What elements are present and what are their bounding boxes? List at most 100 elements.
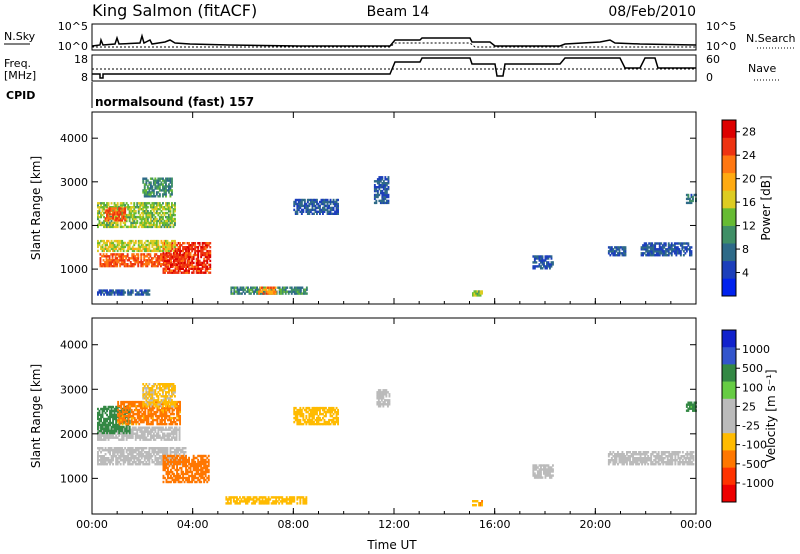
echo-cell-1 <box>139 436 142 439</box>
echo-cell-1 <box>160 438 163 441</box>
echo-cell-2 <box>139 249 142 253</box>
echo-cell-2 <box>170 480 172 484</box>
echo-cell-10 <box>373 195 376 199</box>
echo-cell-7 <box>328 408 330 412</box>
echo-cell-1 <box>165 265 168 268</box>
echo-cell-5 <box>172 391 175 394</box>
echo-cell-0 <box>110 261 112 264</box>
echo-cell-1 <box>189 246 192 249</box>
echo-cell-2 <box>101 239 104 243</box>
echo-cell-5 <box>145 389 148 392</box>
echo-cell-5 <box>142 401 145 404</box>
echo-cell-1 <box>162 428 164 431</box>
echo-cell-4 <box>130 420 133 424</box>
echo-cell-14 <box>649 244 652 247</box>
echo-cell-1 <box>188 242 190 245</box>
echo-cell-4 <box>107 217 110 220</box>
echo-cell-4 <box>120 412 123 416</box>
echo-cell-7 <box>313 406 315 410</box>
echo-cell-1 <box>131 436 134 439</box>
echo-cell-2 <box>155 239 158 243</box>
power-y-axis-label: Slant Range [km] <box>29 156 43 260</box>
echo-cell-4 <box>148 406 151 410</box>
echo-cell-10 <box>552 468 554 471</box>
echo-cell-2 <box>101 247 104 251</box>
echo-cell-1 <box>171 242 174 245</box>
echo-cell-2 <box>166 243 169 247</box>
echo-cell-1 <box>167 271 169 274</box>
echo-cell-4 <box>161 418 163 422</box>
echo-cell-14 <box>673 242 676 245</box>
echo-cell-4 <box>142 412 145 416</box>
echo-cell-7 <box>300 412 303 416</box>
echo-cell-2 <box>121 247 124 251</box>
echo-cell-1 <box>167 263 169 266</box>
echo-cell-0 <box>150 264 153 268</box>
echo-cell-13 <box>617 246 619 249</box>
echo-cell-14 <box>654 250 657 253</box>
echo-cell-0 <box>130 453 133 456</box>
echo-cell-0 <box>146 453 149 456</box>
echo-cell-6 <box>226 498 229 501</box>
echo-cell-1 <box>182 265 184 268</box>
echo-cell-14 <box>646 250 649 253</box>
echo-cell-10 <box>373 189 376 193</box>
echo-cell-7 <box>323 414 326 418</box>
echo-cell-5 <box>151 385 154 388</box>
echo-cell-2 <box>162 480 165 484</box>
echo-cell-0 <box>122 453 125 456</box>
nsky-label: N.Sky <box>4 30 36 43</box>
echo-cell-1 <box>194 247 197 251</box>
echo-cell-1 <box>179 265 181 268</box>
echo-cell-4 <box>121 408 124 412</box>
echo-cell-7 <box>304 288 307 291</box>
echo-cell-0 <box>118 449 121 452</box>
echo-cell-5 <box>166 397 169 400</box>
echo-cell-4 <box>106 213 108 216</box>
echo-cell-8 <box>271 290 274 293</box>
echo-cell-2 <box>131 247 134 251</box>
echo-cell-6 <box>228 502 231 505</box>
echo-cell-1 <box>98 438 101 441</box>
echo-cell-12 <box>532 265 535 268</box>
echo-cell-4 <box>124 414 127 418</box>
echo-cell-9 <box>478 504 480 507</box>
echo-cell-5 <box>163 401 166 404</box>
echo-cell-3 <box>121 211 124 215</box>
echo-cell-2 <box>164 460 166 464</box>
echo-cell-2 <box>174 243 176 247</box>
echo-cell-3 <box>103 219 105 223</box>
echo-cell-0 <box>158 263 161 266</box>
echo-cell-1 <box>204 271 207 274</box>
echo-cell-1 <box>177 253 180 257</box>
echo-cell-0 <box>119 459 122 462</box>
echo-cell-6 <box>118 291 121 294</box>
echo-cell-3 <box>128 208 131 211</box>
echo-cell-11 <box>623 453 625 456</box>
echo-cell-0 <box>102 263 105 266</box>
echo-cell-0 <box>122 455 125 458</box>
echo-cell-14 <box>663 250 666 253</box>
echo-cell-10 <box>384 191 387 195</box>
echo-cell-1 <box>104 436 107 439</box>
freq-label: Freq. <box>4 57 31 70</box>
echo-cell-14 <box>682 250 685 253</box>
echo-cell-7 <box>302 414 305 418</box>
echo-cell-6 <box>285 496 288 499</box>
echo-cell-6 <box>263 500 265 503</box>
echo-cell-1 <box>164 269 166 272</box>
echo-cell-11 <box>651 463 654 466</box>
echo-cell-6 <box>118 293 121 296</box>
echo-cell-5 <box>163 397 166 400</box>
echo-cell-4 <box>159 410 162 414</box>
echo-cell-2 <box>179 466 181 470</box>
echo-cell-9 <box>320 198 323 202</box>
echo-cell-0 <box>122 253 125 256</box>
echo-cell-3 <box>133 204 136 207</box>
echo-cell-0 <box>99 263 102 266</box>
echo-cell-5 <box>152 189 155 192</box>
echo-cell-11 <box>473 290 476 293</box>
echo-cell-4 <box>171 412 174 416</box>
echo-cell-6 <box>284 498 287 501</box>
echo-cell-7 <box>242 286 245 289</box>
